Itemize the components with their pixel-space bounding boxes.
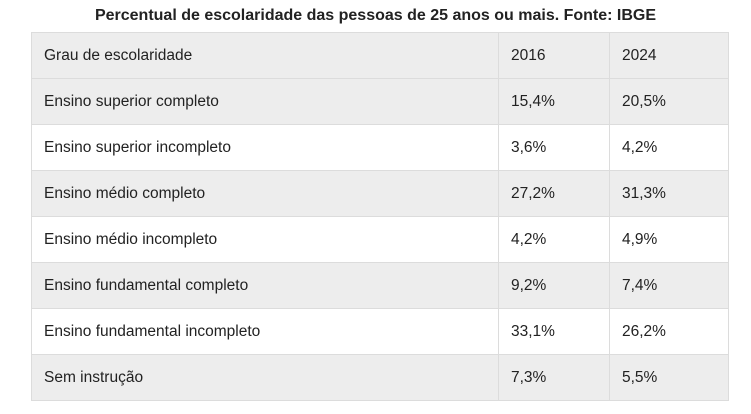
row-label: Ensino superior completo [31,78,499,125]
row-label: Ensino médio completo [31,170,499,217]
header-cell-2016: 2016 [498,32,610,79]
value-2024: 4,9% [609,216,729,263]
value-2016: 7,3% [498,354,610,401]
value-2016: 4,2% [498,216,610,263]
row-label: Ensino fundamental completo [31,262,499,309]
table-title: Percentual de escolaridade das pessoas d… [94,7,657,24]
value-2016: 15,4% [498,78,610,125]
value-2016: 9,2% [498,262,610,309]
value-2024: 31,3% [609,170,729,217]
value-2016: 33,1% [498,308,610,355]
table-row: Ensino fundamental incompleto 33,1% 26,2… [31,308,729,355]
row-label: Ensino fundamental incompleto [31,308,499,355]
value-2024: 5,5% [609,354,729,401]
row-label: Ensino médio incompleto [31,216,499,263]
education-table: Grau de escolaridade 2016 2024 Ensino su… [31,32,729,401]
row-label: Ensino superior incompleto [31,124,499,171]
header-cell-level: Grau de escolaridade [31,32,499,79]
value-2024: 20,5% [609,78,729,125]
value-2024: 4,2% [609,124,729,171]
header-row: Grau de escolaridade 2016 2024 [31,32,729,79]
table-row: Ensino fundamental completo 9,2% 7,4% [31,262,729,309]
header-cell-2024: 2024 [609,32,729,79]
table-row: Ensino superior incompleto 3,6% 4,2% [31,124,729,171]
value-2024: 7,4% [609,262,729,309]
table-row: Sem instrução 7,3% 5,5% [31,354,729,401]
value-2024: 26,2% [609,308,729,355]
table-row: Ensino médio completo 27,2% 31,3% [31,170,729,217]
table-row: Ensino superior completo 15,4% 20,5% [31,78,729,125]
row-label: Sem instrução [31,354,499,401]
value-2016: 3,6% [498,124,610,171]
value-2016: 27,2% [498,170,610,217]
table-row: Ensino médio incompleto 4,2% 4,9% [31,216,729,263]
